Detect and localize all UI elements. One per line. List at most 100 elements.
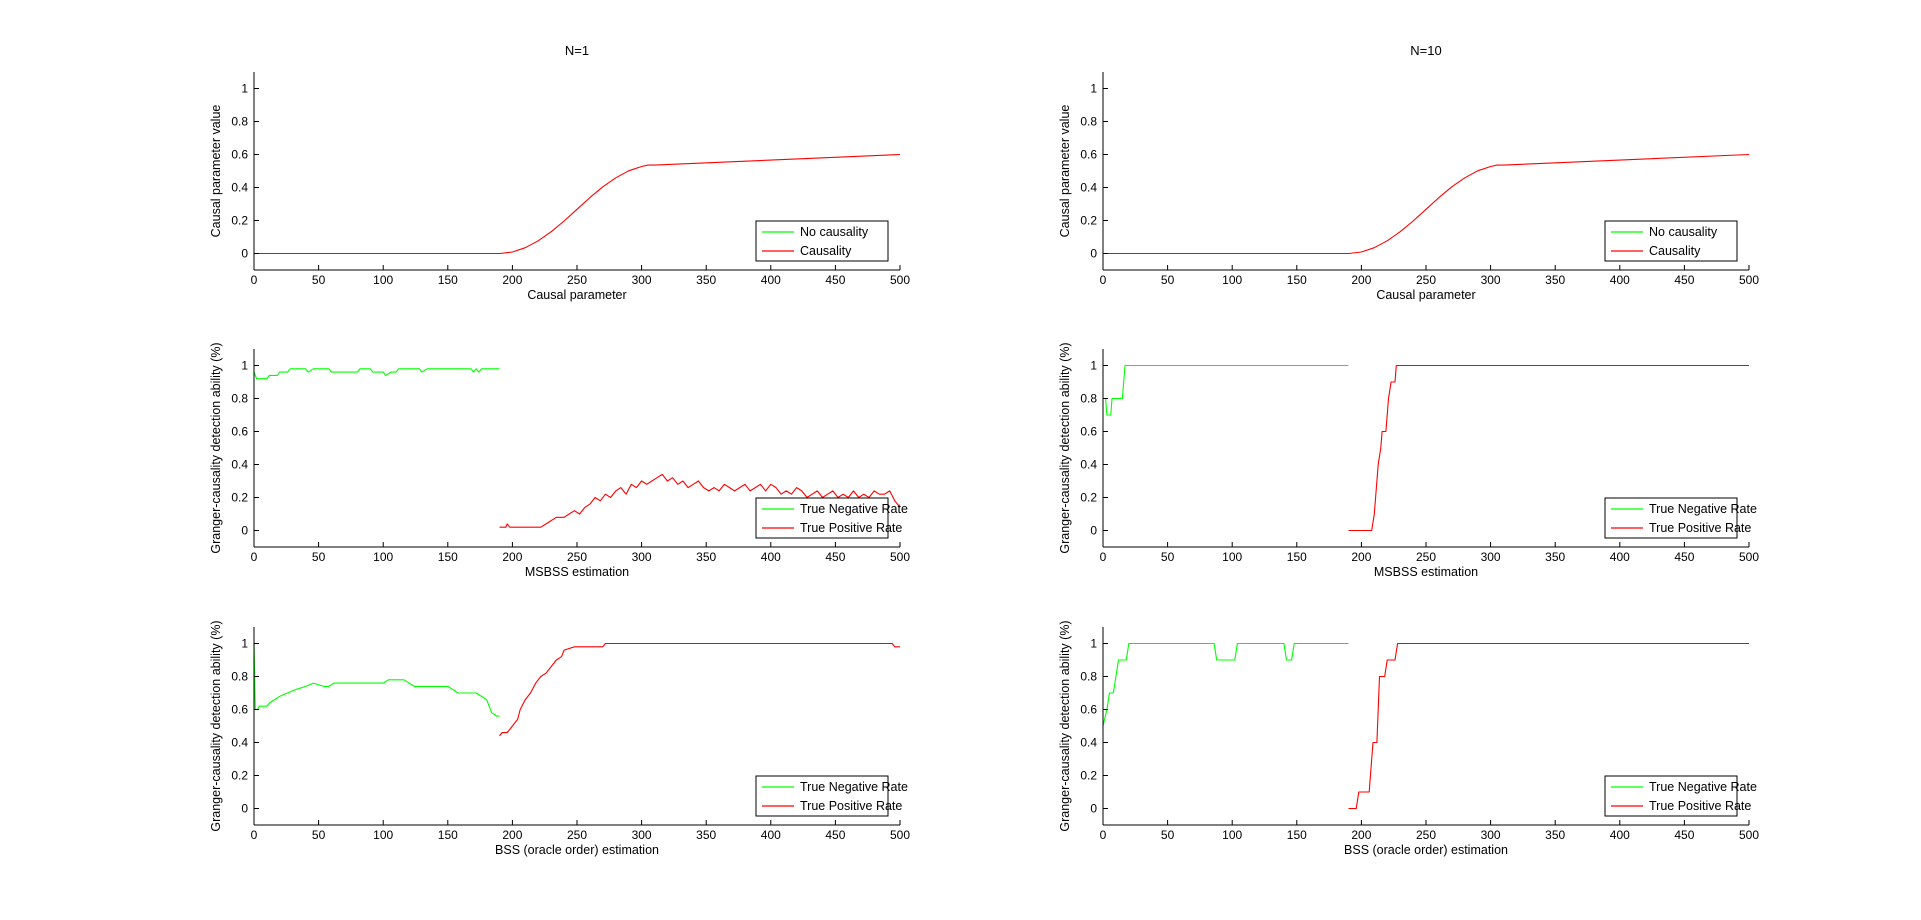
- y-tick-label: 1: [241, 637, 248, 651]
- legend-entry: No causality: [1649, 225, 1718, 239]
- y-tick-label: 1: [241, 82, 248, 96]
- x-tick-label: 450: [825, 828, 845, 842]
- x-tick-label: 50: [312, 550, 326, 564]
- x-tick-label: 50: [1161, 550, 1175, 564]
- legend: True Negative Rate True Positive Rate: [1604, 497, 1757, 539]
- x-tick-label: 250: [567, 550, 587, 564]
- x-tick-label: 400: [761, 828, 781, 842]
- x-axis-label: MSBSS estimation: [1374, 565, 1478, 579]
- y-tick-label: 0.2: [1080, 769, 1097, 783]
- series-line-red: [499, 642, 900, 737]
- x-tick-label: 250: [1416, 550, 1436, 564]
- legend-box: [755, 220, 889, 262]
- legend-entry: True Negative Rate: [1649, 502, 1757, 516]
- y-tick-label: 0.8: [1080, 115, 1097, 129]
- legend: No causality Causality: [755, 220, 889, 262]
- x-tick-label: 150: [1287, 550, 1307, 564]
- x-tick-label: 500: [1739, 550, 1759, 564]
- x-tick-label: 300: [1481, 828, 1501, 842]
- x-tick-label: 100: [373, 273, 393, 287]
- x-tick-label: 0: [1100, 273, 1107, 287]
- legend-entry: True Negative Rate: [800, 502, 908, 516]
- x-tick-label: 50: [312, 828, 326, 842]
- x-tick-label: 300: [632, 828, 652, 842]
- x-tick-label: 350: [1545, 550, 1565, 564]
- x-tick-label: 350: [696, 828, 716, 842]
- x-tick-label: 450: [825, 273, 845, 287]
- legend: True Negative Rate True Positive Rate: [755, 497, 908, 539]
- y-tick-label: 0.2: [1080, 491, 1097, 505]
- y-tick-label: 0.8: [231, 115, 248, 129]
- legend-entry: Causality: [800, 244, 852, 258]
- y-tick-label: 0.4: [231, 181, 248, 195]
- x-tick-label: 0: [1100, 550, 1107, 564]
- x-tick-label: 450: [1674, 273, 1694, 287]
- legend-entry: True Positive Rate: [1649, 799, 1751, 813]
- y-tick-label: 0: [241, 524, 248, 538]
- x-tick-label: 500: [890, 273, 910, 287]
- y-axis-label: Causal parameter value: [209, 105, 223, 238]
- x-tick-label: 100: [1222, 828, 1242, 842]
- x-tick-label: 150: [438, 550, 458, 564]
- legend-box: [1604, 497, 1738, 539]
- y-tick-label: 0.2: [231, 491, 248, 505]
- legend-box: [1604, 220, 1738, 262]
- legend-entry: True Negative Rate: [1649, 780, 1757, 794]
- x-tick-label: 0: [251, 828, 258, 842]
- x-tick-label: 400: [1610, 828, 1630, 842]
- legend-entry: No causality: [800, 225, 869, 239]
- x-axis-label: Causal parameter: [527, 288, 626, 302]
- y-tick-label: 1: [1090, 637, 1097, 651]
- y-axis-label: Granger-causality detection ability (%): [1058, 342, 1072, 553]
- chart-n1-msbss: 0 50 100 150 200 250 300 350 400 450 500 0 0.2 0.4 0.6…: [209, 342, 910, 579]
- y-tick-label: 0.4: [231, 458, 248, 472]
- y-tick-label: 0: [1090, 524, 1097, 538]
- y-tick-label: 0.2: [231, 769, 248, 783]
- x-tick-label: 200: [1351, 828, 1371, 842]
- series-line-green: [1103, 364, 1349, 416]
- y-tick-label: 0.4: [1080, 181, 1097, 195]
- x-tick-label: 50: [1161, 273, 1175, 287]
- x-tick-label: 350: [1545, 828, 1565, 842]
- x-tick-label: 450: [1674, 828, 1694, 842]
- legend-entry: True Negative Rate: [800, 780, 908, 794]
- x-tick-label: 300: [1481, 550, 1501, 564]
- x-tick-label: 0: [251, 550, 258, 564]
- x-tick-label: 100: [1222, 550, 1242, 564]
- y-tick-label: 0.8: [1080, 392, 1097, 406]
- x-axis-label: BSS (oracle order) estimation: [1344, 843, 1508, 857]
- series-line-red: [499, 473, 901, 528]
- x-tick-label: 400: [761, 273, 781, 287]
- legend-box: [755, 775, 889, 817]
- x-tick-label: 300: [632, 273, 652, 287]
- y-tick-label: 1: [1090, 359, 1097, 373]
- x-axis-label: BSS (oracle order) estimation: [495, 843, 659, 857]
- legend-entry: True Positive Rate: [800, 521, 902, 535]
- series-line-red: [1348, 642, 1749, 810]
- legend-box: [1604, 775, 1738, 817]
- x-tick-label: 0: [251, 273, 258, 287]
- y-tick-label: 0.6: [1080, 703, 1097, 717]
- y-axis-label: Granger-causality detection ability (%): [209, 342, 223, 553]
- y-tick-label: 0.6: [1080, 425, 1097, 439]
- y-tick-label: 0.4: [1080, 736, 1097, 750]
- chart-n10-msbss: 0 50 100 150 200 250 300 350 400 450 500 0 0.2 0.4 0.6…: [1058, 342, 1759, 579]
- x-tick-label: 100: [373, 828, 393, 842]
- x-tick-label: 400: [761, 550, 781, 564]
- x-tick-label: 500: [890, 828, 910, 842]
- x-tick-label: 150: [438, 273, 458, 287]
- x-tick-label: 200: [502, 273, 522, 287]
- x-tick-label: 0: [1100, 828, 1107, 842]
- chart-n10-parameter: 0 50 100 150 200 250 300 350 400 450 500 0 0.2 0.4 0.6…: [1058, 43, 1759, 302]
- y-tick-label: 0: [241, 802, 248, 816]
- y-tick-label: 0.6: [231, 703, 248, 717]
- x-tick-label: 150: [438, 828, 458, 842]
- x-tick-label: 450: [825, 550, 845, 564]
- y-tick-label: 0: [1090, 247, 1097, 261]
- x-tick-label: 500: [1739, 273, 1759, 287]
- x-tick-label: 500: [890, 550, 910, 564]
- legend: No causality Causality: [1604, 220, 1738, 262]
- y-axis-label: Granger-causality detection ability (%): [209, 620, 223, 831]
- x-axis-label: Causal parameter: [1376, 288, 1475, 302]
